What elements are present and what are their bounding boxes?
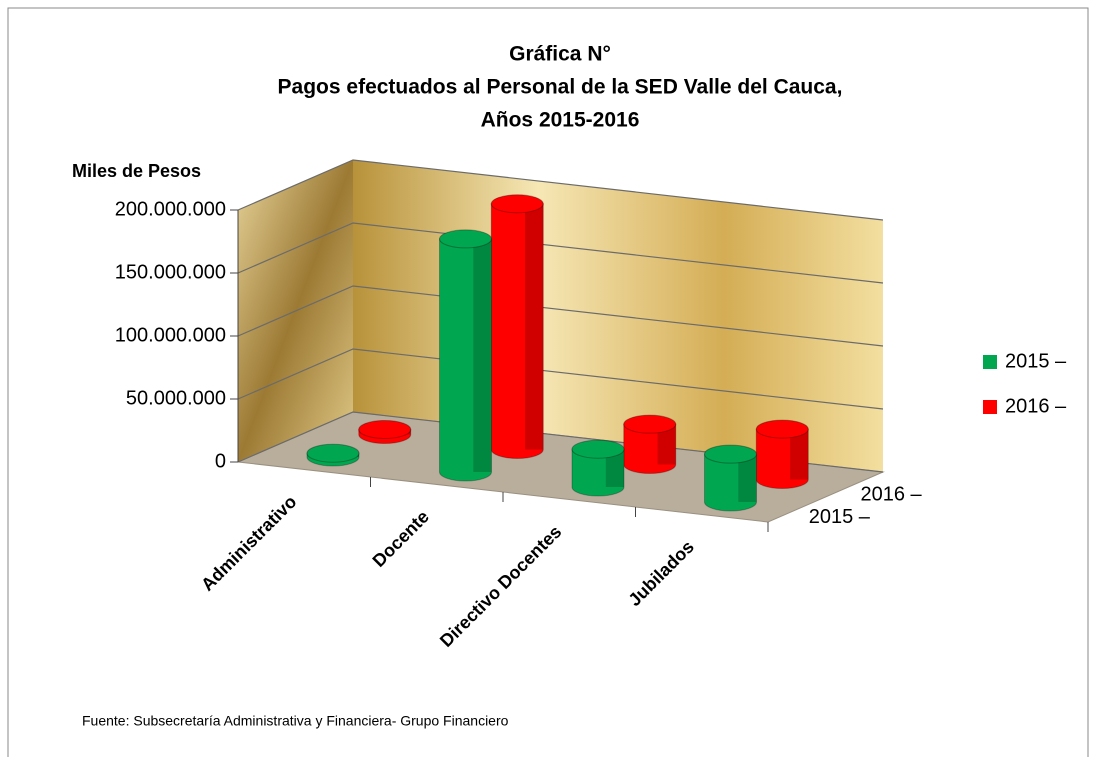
cylinder <box>439 229 492 482</box>
cylinder-body <box>490 203 544 459</box>
cylinder-shade <box>657 424 676 465</box>
cylinder-body <box>571 448 625 497</box>
frame <box>7 7 1089 757</box>
cylinder-top <box>623 414 677 434</box>
x-tick-label: Jubilados <box>624 537 698 611</box>
cylinder-shade <box>605 449 624 487</box>
cylinder <box>571 439 625 497</box>
source: Fuente: Subsecretaría Administrativa y F… <box>82 713 509 729</box>
cylinder-body <box>623 423 677 474</box>
cylinder-top <box>571 439 625 459</box>
title-line: Pagos efectuados al Personal de la SED V… <box>278 76 843 99</box>
legend-swatch <box>983 400 997 414</box>
cylinder-body <box>439 238 492 482</box>
legend-label: 2016 – <box>1005 395 1067 417</box>
cylinder <box>306 443 360 467</box>
title-line: Gráfica N° <box>509 43 611 66</box>
x-tick-label: Docente <box>369 507 433 571</box>
x-tick-label: Administrativo <box>197 492 300 595</box>
legend-label: 2015 – <box>1005 350 1067 372</box>
cylinder-shade <box>525 203 544 450</box>
y-tick-label: 50.000.000 <box>126 387 226 409</box>
grid-line <box>237 348 884 410</box>
y-axis-label: Miles de Pesos <box>72 161 201 181</box>
cylinder-top <box>306 443 360 463</box>
depth-label: 2015 – <box>809 506 871 528</box>
cylinder-top <box>358 419 412 439</box>
grid-line <box>237 159 884 221</box>
grid-line <box>237 222 884 284</box>
depth-label: 2016 – <box>861 483 923 505</box>
cylinder-shade <box>790 429 809 480</box>
cylinder <box>358 419 412 444</box>
cylinder <box>704 444 757 512</box>
y-tick-label: 200.000.000 <box>115 198 226 220</box>
cylinder-top <box>490 194 544 214</box>
cylinder-top <box>755 419 809 439</box>
cylinder-top <box>704 444 757 464</box>
cylinder <box>490 194 544 459</box>
legend-swatch <box>983 355 997 369</box>
y-tick-label: 100.000.000 <box>115 324 226 346</box>
x-tick-label: Directivo Docentes <box>436 522 565 651</box>
cylinder-top <box>439 229 492 249</box>
y-tick-label: 0 <box>215 450 226 472</box>
cylinder-body <box>704 453 757 512</box>
cylinder-body <box>755 428 809 489</box>
y-tick-label: 150.000.000 <box>115 261 226 283</box>
cylinder <box>623 414 677 474</box>
cylinder-shade <box>473 238 492 472</box>
grid-line <box>237 285 884 347</box>
cylinder-shade <box>738 454 757 502</box>
title-line: Años 2015-2016 <box>481 109 640 132</box>
cylinder <box>755 419 809 489</box>
